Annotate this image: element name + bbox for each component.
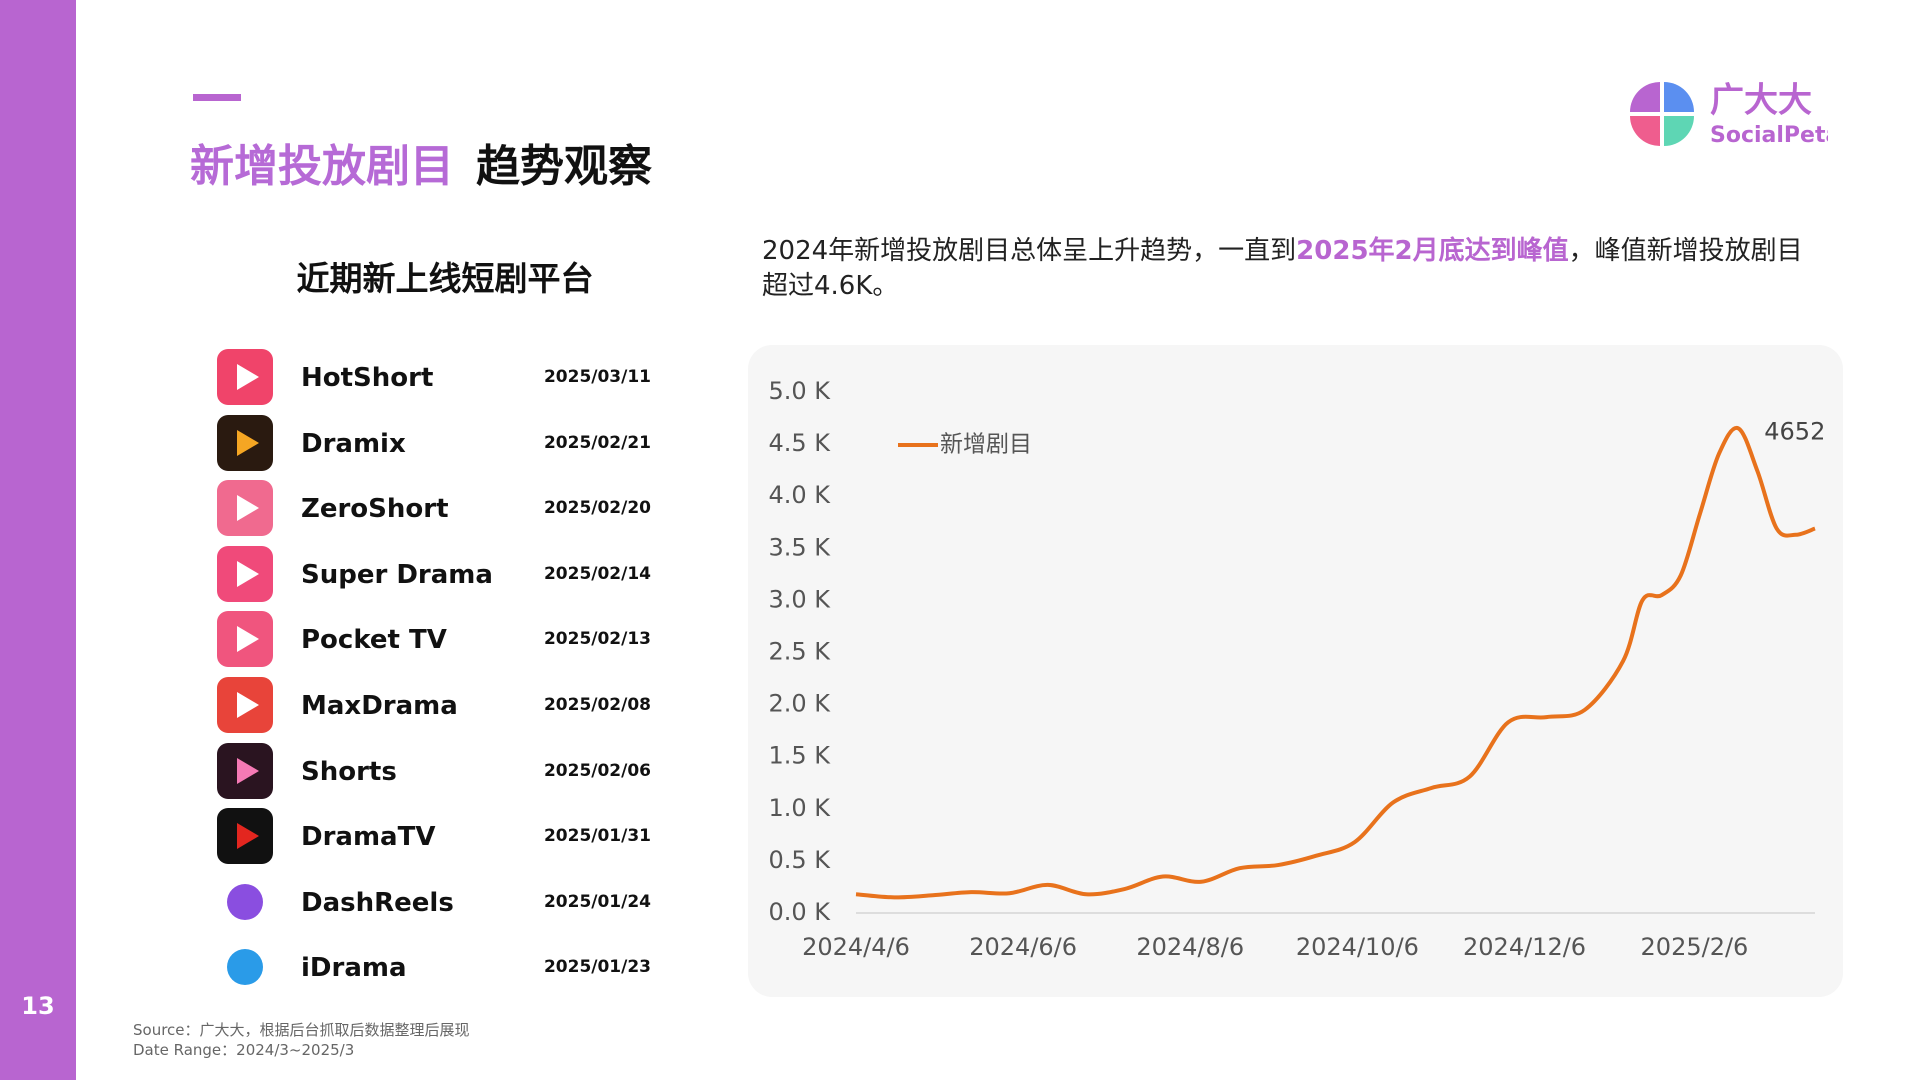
- platform-icon: [217, 414, 273, 471]
- page-number: 13: [21, 992, 55, 1020]
- description: 2024年新增投放剧目总体呈上升趋势，一直到2025年2月底达到峰值，峰值新增投…: [762, 234, 1822, 304]
- platform-row: DashReels 2025/01/24: [217, 874, 657, 930]
- source: Source：广大大，根据后台抓取后数据整理后展现 Date Range：2024…: [133, 1020, 470, 1060]
- platform-name: DashReels: [301, 887, 454, 918]
- platform-name: MaxDrama: [301, 691, 458, 721]
- y-tick-label: 1.0 K: [768, 794, 831, 822]
- icon-glyph: [237, 757, 259, 784]
- y-tick-label: 0.0 K: [768, 898, 831, 926]
- x-tick-label: 2024/12/6: [1463, 933, 1586, 961]
- platform-date: 2025/02/13: [543, 629, 651, 650]
- platform-icon: [227, 883, 263, 920]
- platform-icon: [217, 677, 273, 733]
- chart-panel: [748, 345, 1843, 997]
- description-highlight: 2025年2月底达到峰值: [1296, 236, 1569, 266]
- platform-date: 2025/02/08: [543, 695, 651, 715]
- icon-glyph: [237, 823, 259, 850]
- platform-icon: [217, 480, 273, 537]
- logo-name: 广大大: [1710, 81, 1812, 121]
- title-accent: [193, 94, 241, 101]
- title-highlight: 新增投放剧目: [190, 141, 454, 192]
- platform-icon: [227, 949, 263, 986]
- platform-name: Pocket TV: [301, 625, 447, 656]
- icon-glyph: [227, 883, 263, 920]
- platform-row: MaxDrama 2025/02/08: [217, 677, 657, 733]
- data-label: 4652: [1764, 417, 1825, 445]
- platform-icon: [217, 611, 273, 668]
- platform-icon: [217, 808, 273, 865]
- icon-glyph: [237, 429, 259, 456]
- y-tick-label: 3.0 K: [768, 585, 831, 613]
- description-text: ，峰值新增投放剧目超过4.6K。: [762, 236, 1803, 301]
- icon-glyph: [227, 949, 263, 986]
- icon-glyph: [237, 364, 259, 390]
- description-text: 2024年新增投放剧目总体呈上升趋势，一直到: [762, 236, 1297, 266]
- sidebar: [0, 0, 76, 1080]
- icon-glyph: [237, 560, 259, 587]
- y-tick-label: 4.5 K: [768, 429, 831, 457]
- platform-date: 2025/03/11: [543, 367, 651, 387]
- platform-name: Super Drama: [301, 559, 493, 590]
- x-tick-label: 2025/2/6: [1641, 933, 1749, 961]
- y-tick-label: 4.0 K: [768, 481, 831, 509]
- platform-icon: [217, 349, 273, 405]
- platform-date: 2025/02/14: [543, 563, 651, 584]
- platform-date: 2025/02/21: [543, 432, 651, 453]
- platform-row: Shorts 2025/02/06: [217, 742, 657, 799]
- platform-icon: [217, 742, 273, 799]
- platform-row: Super Drama 2025/02/14: [217, 545, 657, 602]
- platform-name: ZeroShort: [301, 494, 449, 525]
- title-rest: 趋势观察: [476, 141, 652, 192]
- x-tick-label: 2024/6/6: [969, 933, 1077, 961]
- platform-date: 2025/01/23: [543, 957, 651, 978]
- icon-glyph: [237, 692, 259, 718]
- platform-date: 2025/01/31: [543, 826, 651, 847]
- icon-glyph: [237, 626, 259, 653]
- platform-row: ZeroShort 2025/02/20: [217, 480, 657, 537]
- logo-brand: SocialPeta: [1710, 123, 1828, 148]
- platform-name: DramaTV: [301, 822, 436, 853]
- y-tick-label: 2.0 K: [768, 690, 831, 718]
- platform-name: Dramix: [301, 428, 406, 459]
- list-title: 近期新上线短剧平台: [296, 259, 594, 298]
- platform-date: 2025/02/06: [543, 760, 651, 781]
- x-tick-label: 2024/4/6: [802, 933, 910, 961]
- x-tick-label: 2024/10/6: [1296, 933, 1419, 961]
- platform-name: iDrama: [301, 953, 407, 984]
- platform-name: Shorts: [301, 756, 397, 787]
- platform-row: iDrama 2025/01/23: [217, 939, 657, 995]
- icon-glyph: [237, 495, 259, 522]
- legend-label: 新增剧目: [940, 432, 1032, 458]
- y-tick-label: 2.5 K: [768, 638, 831, 666]
- line: [855, 425, 1816, 900]
- source-line: Date Range：2024/3~2025/3: [133, 1041, 355, 1059]
- platform-row: Pocket TV 2025/02/13: [217, 611, 657, 668]
- platform-row: HotShort 2025/03/11: [217, 349, 657, 405]
- y-tick-label: 1.5 K: [768, 742, 831, 770]
- title: 新增投放剧目 趋势观察: [190, 130, 652, 194]
- platform-row: DramaTV 2025/01/31: [217, 808, 657, 865]
- platform-name: HotShort: [301, 363, 434, 393]
- platform-date: 2025/01/24: [543, 891, 651, 912]
- platform-date: 2025/02/20: [543, 498, 651, 519]
- y-tick-label: 5.0 K: [768, 377, 831, 405]
- platform-icon: [217, 545, 273, 602]
- source-line: Source：广大大，根据后台抓取后数据整理后展现: [133, 1021, 470, 1039]
- logo: 广大大 SocialPeta: [1630, 81, 1828, 148]
- y-tick-label: 0.5 K: [768, 846, 831, 874]
- platform-row: Dramix 2025/02/21: [217, 414, 657, 471]
- y-tick-label: 3.5 K: [768, 533, 831, 561]
- x-tick-label: 2024/8/6: [1136, 933, 1244, 961]
